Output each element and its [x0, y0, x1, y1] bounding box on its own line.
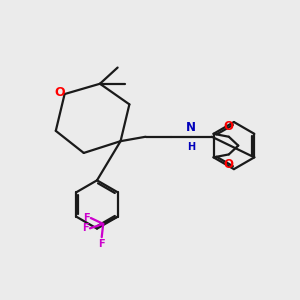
- Text: H: H: [187, 142, 195, 152]
- Text: F: F: [82, 223, 88, 233]
- Text: O: O: [224, 158, 234, 171]
- Text: F: F: [83, 213, 89, 223]
- Text: F: F: [98, 239, 105, 249]
- Text: O: O: [54, 86, 64, 99]
- Text: O: O: [224, 120, 234, 133]
- Text: N: N: [186, 122, 196, 134]
